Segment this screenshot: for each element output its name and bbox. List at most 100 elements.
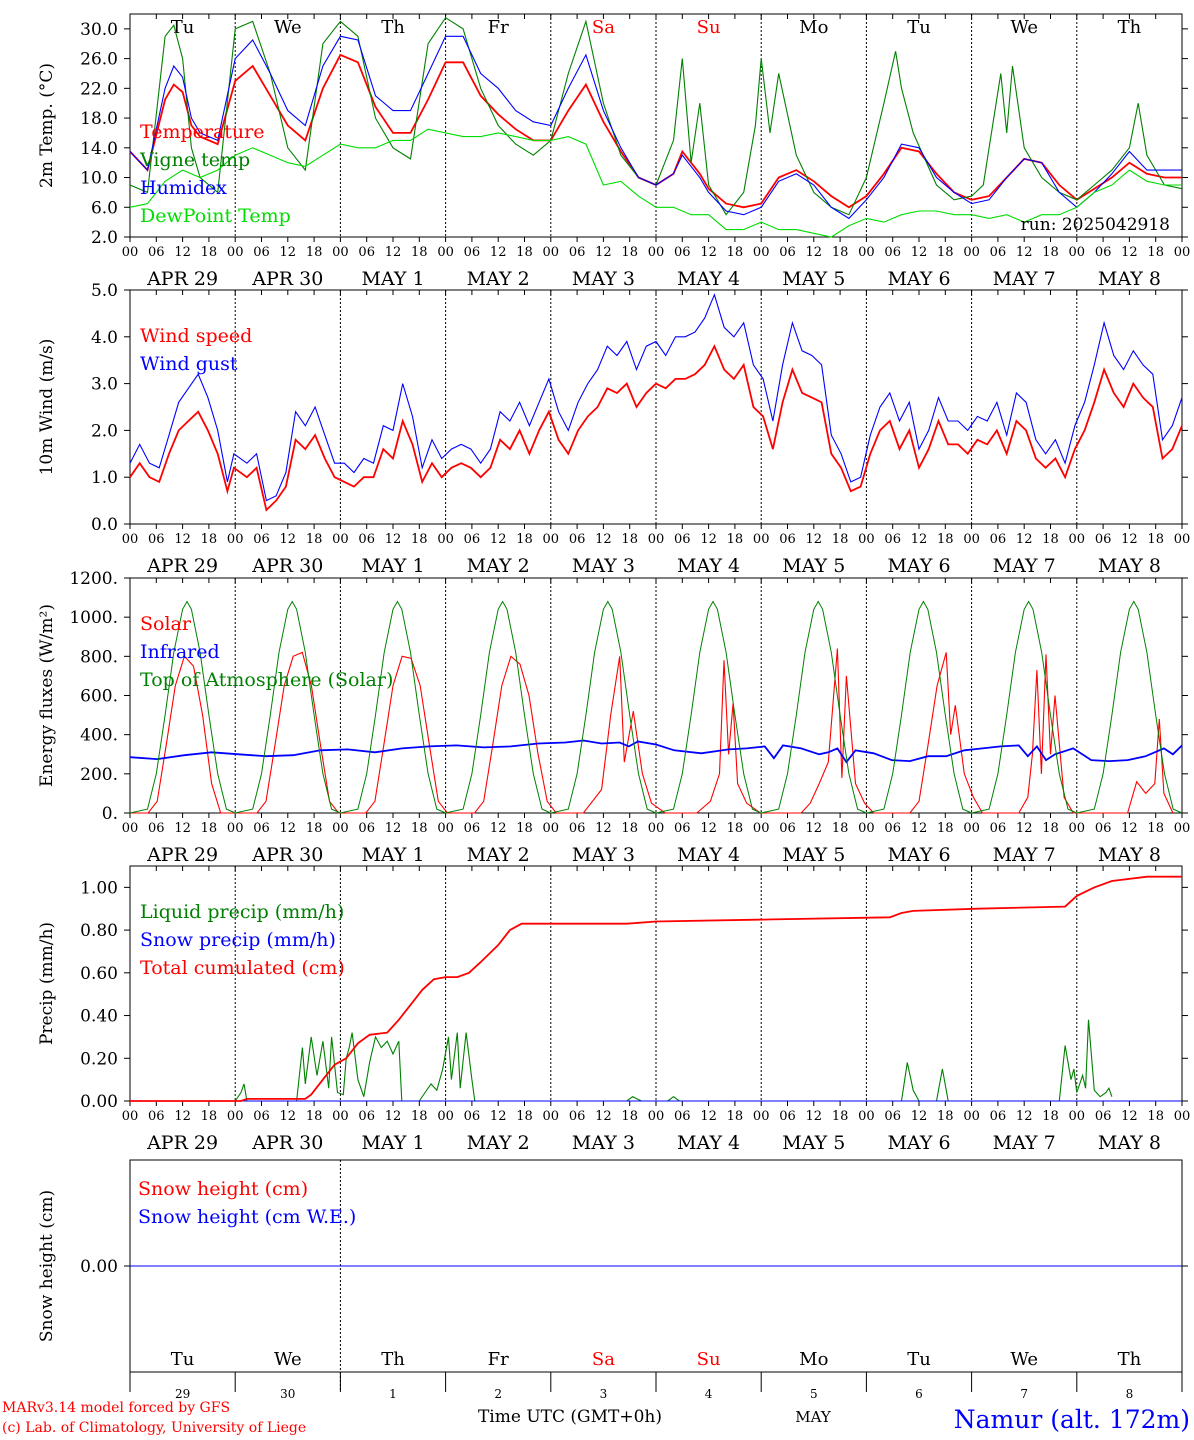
energy-hour-label: 18 bbox=[306, 821, 323, 836]
energy-hour-label: 06 bbox=[464, 821, 481, 836]
precip-hour-label: 06 bbox=[253, 1109, 270, 1124]
temp-hour-label: 06 bbox=[148, 245, 165, 260]
bottom-day-number: 8 bbox=[1126, 1387, 1134, 1401]
run-annotation: run: 2025042918 bbox=[1021, 215, 1170, 235]
wind-hour-label: 18 bbox=[832, 532, 849, 547]
precip-hour-label: 18 bbox=[516, 1109, 533, 1124]
temp-hour-label: 12 bbox=[385, 245, 402, 260]
energy-hour-label: 12 bbox=[280, 821, 297, 836]
wind-hour-label: 00 bbox=[858, 532, 875, 547]
energy-hour-label: 06 bbox=[358, 821, 375, 836]
energy-date-label: MAY 6 bbox=[887, 844, 950, 866]
energy-hour-label: 12 bbox=[1016, 821, 1033, 836]
temp-ytick-label: 22.0 bbox=[80, 79, 118, 99]
panel-temp: 2.0 6.0 10.0 14.0 18.0 22.0 26.0 30.0 2m Temp. (… bbox=[37, 13, 1190, 290]
precip-hour-label: 06 bbox=[884, 1109, 901, 1124]
wind-hour-label: 12 bbox=[911, 532, 928, 547]
energy-date-label: APR 29 bbox=[146, 844, 218, 866]
temp-date-label: APR 30 bbox=[251, 268, 323, 290]
precip-date-label: MAY 3 bbox=[572, 1132, 635, 1154]
wind-hour-label: 12 bbox=[700, 532, 717, 547]
energy-hour-label: 06 bbox=[1095, 821, 1112, 836]
energy-toa-line bbox=[1076, 600, 1183, 814]
energy-date-label: APR 30 bbox=[251, 844, 323, 866]
wind-date-label: MAY 6 bbox=[887, 555, 950, 577]
precip-hour-label: 00 bbox=[543, 1109, 560, 1124]
wind-hour-label: 06 bbox=[1095, 532, 1112, 547]
energy-hour-label: 00 bbox=[437, 821, 454, 836]
precip-hour-label: 18 bbox=[1147, 1109, 1164, 1124]
energy-series-line bbox=[129, 739, 1183, 764]
precip-series-line bbox=[130, 875, 1182, 1102]
bottom-day-number: 3 bbox=[600, 1387, 608, 1401]
wind-hour-label: 00 bbox=[648, 532, 665, 547]
precip-hour-label: 18 bbox=[727, 1109, 744, 1124]
temp-hour-label: 06 bbox=[674, 245, 691, 260]
precip-ytick-label: 0.40 bbox=[80, 1007, 118, 1027]
temp-hour-label: 18 bbox=[1042, 245, 1059, 260]
model-credit-line1: MARv3.14 model forced by GFS bbox=[2, 1400, 230, 1416]
wind-hour-label: 18 bbox=[306, 532, 323, 547]
temp-hour-label: 00 bbox=[858, 245, 875, 260]
precip-hour-label: 00 bbox=[332, 1109, 349, 1124]
wind-hour-label: 00 bbox=[122, 532, 139, 547]
temp-series-line bbox=[129, 35, 1182, 220]
energy-hour-label: 06 bbox=[990, 821, 1007, 836]
wind-date-label: MAY 5 bbox=[782, 555, 845, 577]
temp-date-label: MAY 5 bbox=[782, 268, 845, 290]
precip-hour-label: 18 bbox=[306, 1109, 323, 1124]
wind-hour-label: 06 bbox=[674, 532, 691, 547]
temp-hour-label: 06 bbox=[464, 245, 481, 260]
temp-hour-label: 00 bbox=[648, 245, 665, 260]
energy-hour-label: 06 bbox=[569, 821, 586, 836]
temp-hour-label: 12 bbox=[490, 245, 507, 260]
precip-date-label: MAY 2 bbox=[467, 1132, 530, 1154]
wind-hour-label: 12 bbox=[385, 532, 402, 547]
temp-date-label: MAY 2 bbox=[467, 268, 530, 290]
energy-date-label: MAY 2 bbox=[467, 844, 530, 866]
temp-hour-label: 06 bbox=[779, 245, 796, 260]
energy-hour-label: 18 bbox=[1147, 821, 1164, 836]
temp-hour-label: 06 bbox=[358, 245, 375, 260]
wind-date-label: MAY 2 bbox=[467, 555, 530, 577]
temp-day-label: Tu bbox=[171, 17, 195, 38]
temp-hour-label: 06 bbox=[990, 245, 1007, 260]
precip-ytick-label: 0.20 bbox=[80, 1049, 118, 1069]
precip-ytick-label: 0.60 bbox=[80, 964, 118, 984]
wind-hour-label: 06 bbox=[253, 532, 270, 547]
energy-ytick-label: 400. bbox=[80, 726, 118, 746]
temp-date-label: MAY 1 bbox=[361, 268, 424, 290]
energy-hour-label: 12 bbox=[174, 821, 191, 836]
temp-hour-label: 18 bbox=[621, 245, 638, 260]
temp-hour-label: 12 bbox=[700, 245, 717, 260]
wind-ylabel: 10m Wind (m/s) bbox=[37, 339, 57, 476]
energy-hour-label: 00 bbox=[332, 821, 349, 836]
energy-date-label: MAY 5 bbox=[782, 844, 845, 866]
precip-hour-label: 00 bbox=[122, 1109, 139, 1124]
temp-hour-label: 18 bbox=[516, 245, 533, 260]
temp-hour-label: 12 bbox=[280, 245, 297, 260]
wind-hour-label: 18 bbox=[937, 532, 954, 547]
panel-snow: 0.00 Snow height (cm) Snow height (cm) Snow… bbox=[37, 1159, 1188, 1401]
temp-hour-label: 00 bbox=[963, 245, 980, 260]
energy-hour-label: 00 bbox=[753, 821, 770, 836]
temp-hour-label: 12 bbox=[806, 245, 823, 260]
temp-date-label: MAY 3 bbox=[572, 268, 635, 290]
wind-series-line bbox=[129, 293, 1183, 502]
energy-hour-label: 18 bbox=[937, 821, 954, 836]
precip-hour-label: 12 bbox=[806, 1109, 823, 1124]
temp-hour-label: 18 bbox=[306, 245, 323, 260]
energy-toa-line bbox=[445, 600, 552, 814]
temp-series-line bbox=[129, 128, 1182, 238]
precip-date-label: MAY 7 bbox=[993, 1132, 1056, 1154]
wind-hour-label: 06 bbox=[884, 532, 901, 547]
snow-legend-entry: Snow height (cm) bbox=[138, 1178, 308, 1200]
wind-hour-label: 06 bbox=[990, 532, 1007, 547]
wind-hour-label: 12 bbox=[595, 532, 612, 547]
precip-hour-label: 00 bbox=[858, 1109, 875, 1124]
energy-ytick-label: 800. bbox=[80, 647, 118, 667]
temp-day-label: Tu bbox=[907, 17, 931, 38]
precip-hour-label: 18 bbox=[832, 1109, 849, 1124]
wind-date-label: APR 29 bbox=[146, 555, 218, 577]
precip-ylabel: Precip (mm/h) bbox=[37, 922, 57, 1045]
